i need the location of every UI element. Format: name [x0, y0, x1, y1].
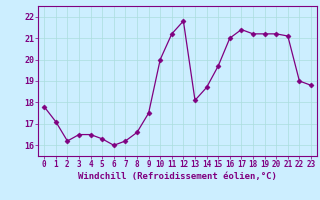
X-axis label: Windchill (Refroidissement éolien,°C): Windchill (Refroidissement éolien,°C) [78, 172, 277, 181]
